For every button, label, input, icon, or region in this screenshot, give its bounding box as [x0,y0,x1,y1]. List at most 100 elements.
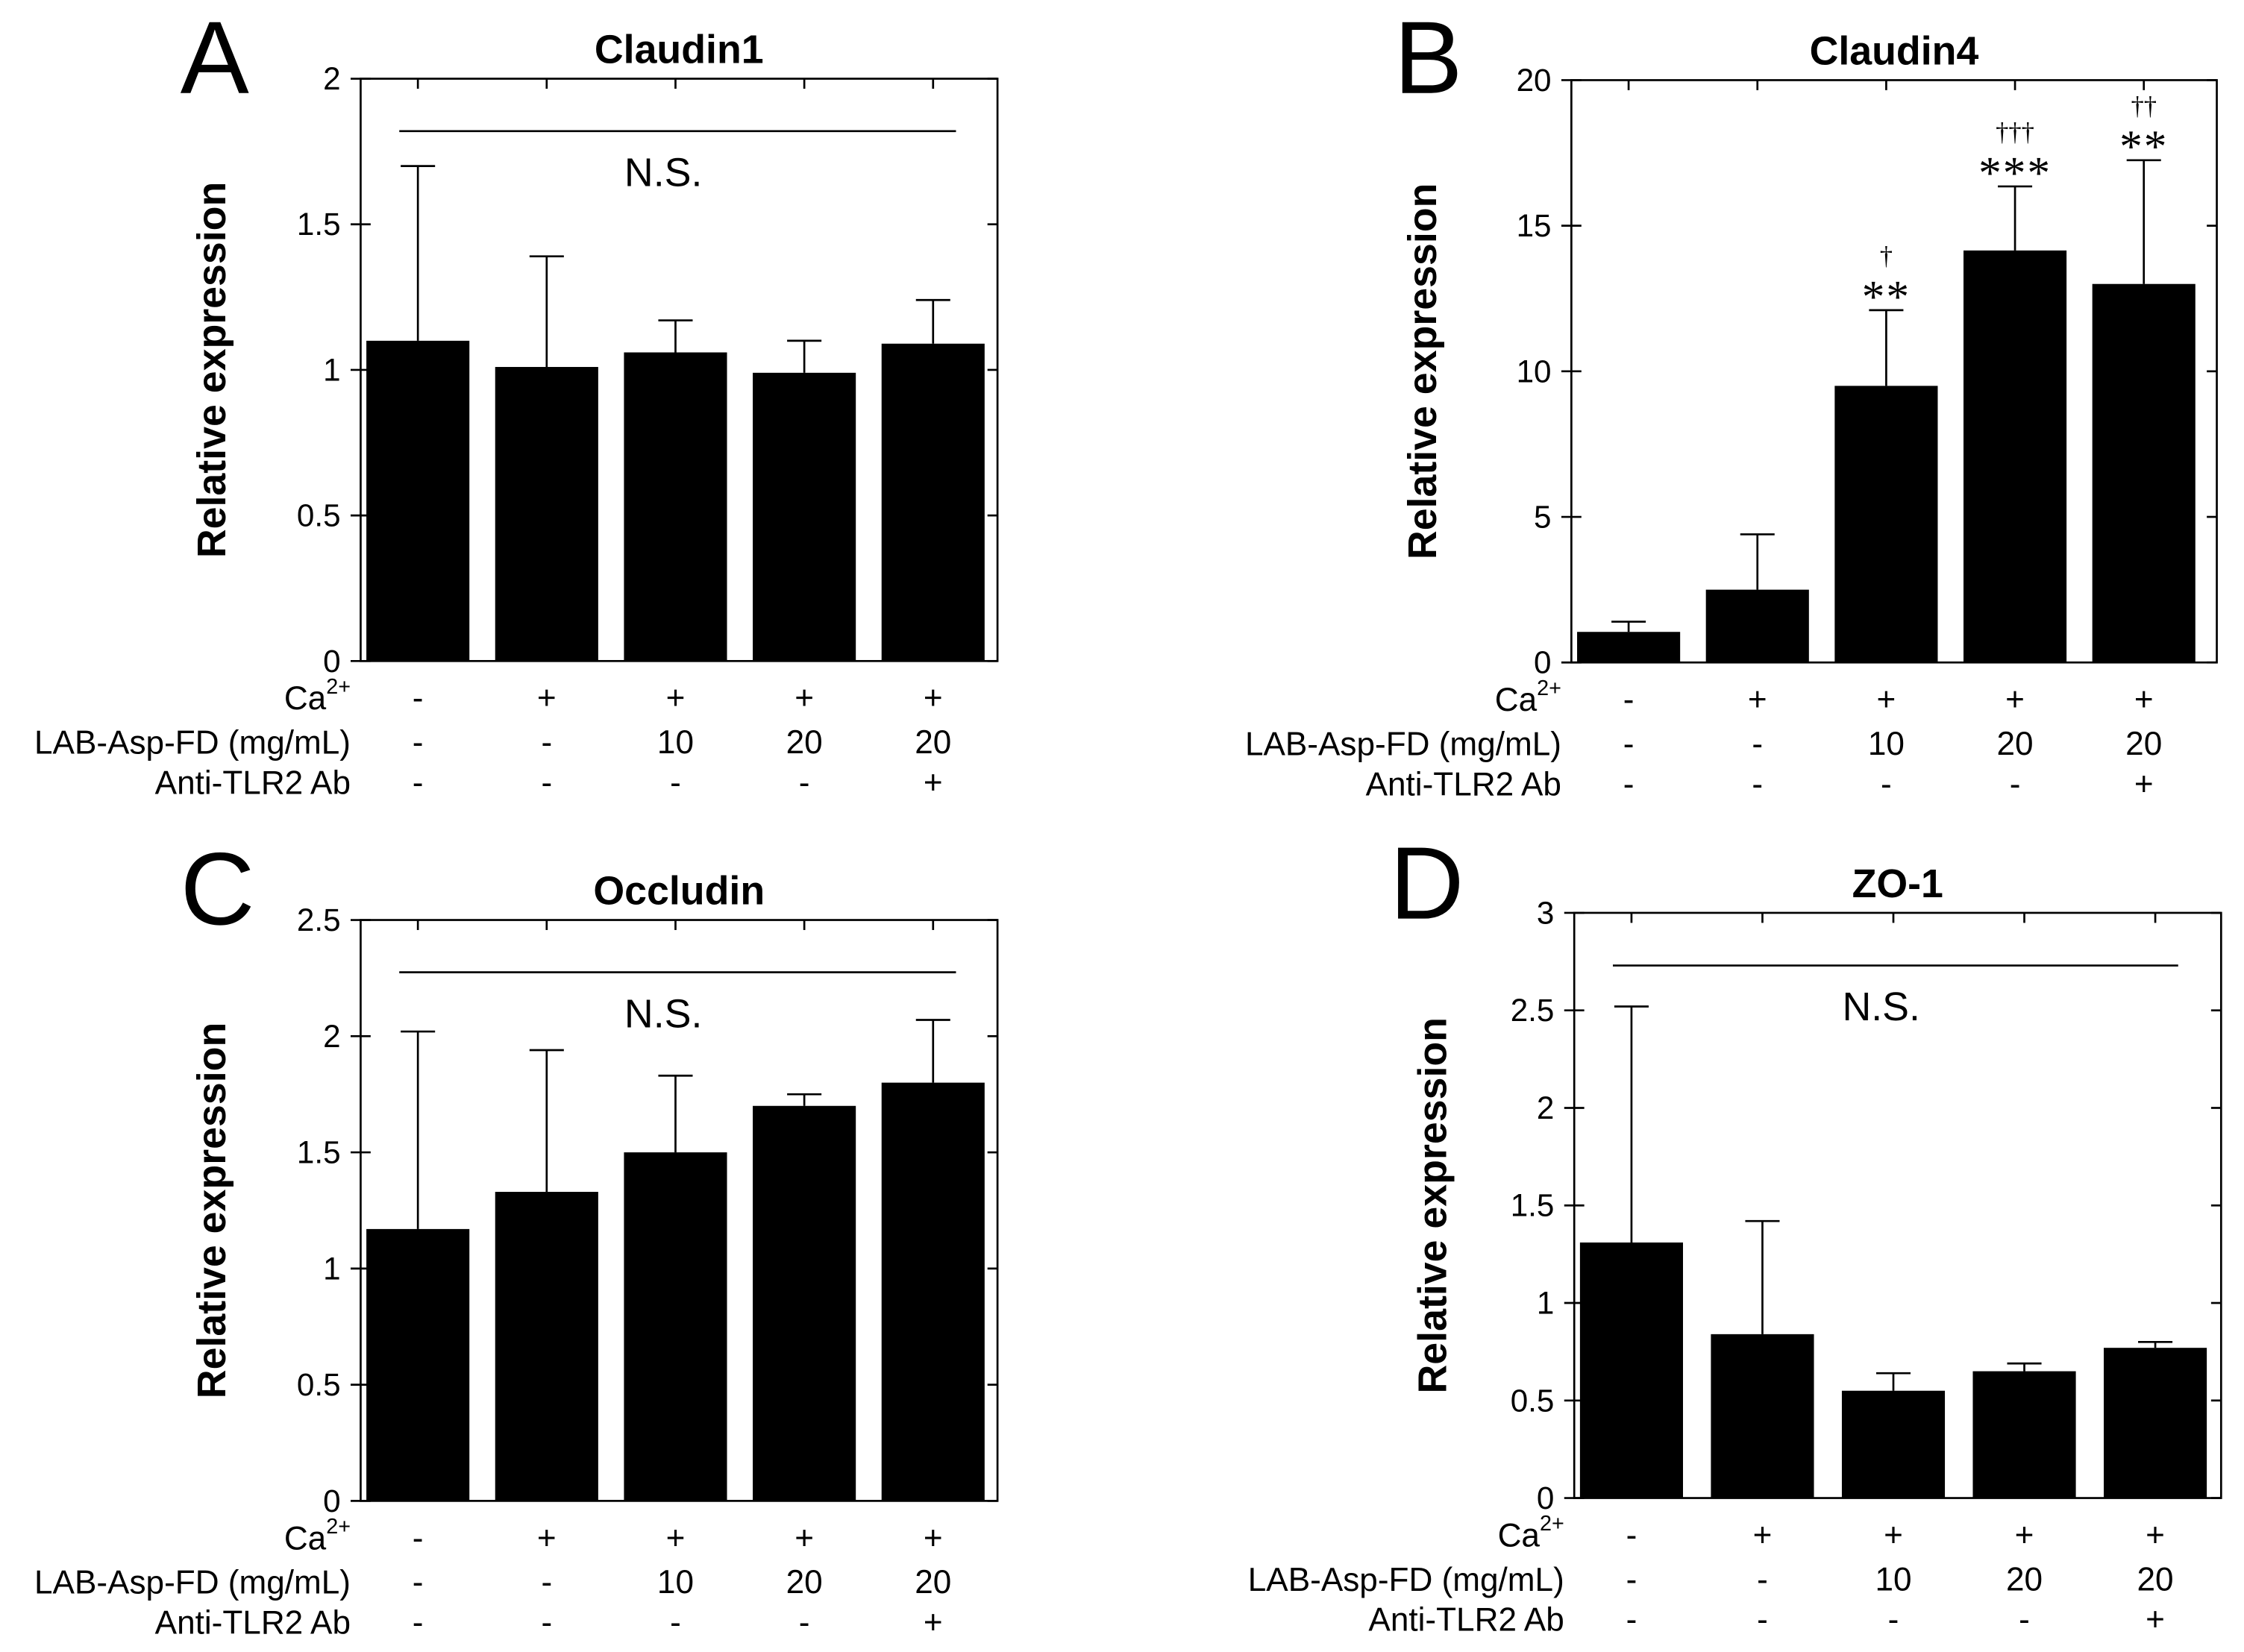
condition-value: - [1623,682,1635,718]
chart-panel-a: A Claudin1 Relative expression 0 0.5 1 1.5 2 N.S… [34,1,999,801]
bar [1577,632,1681,663]
y-tick-label: 20 [1517,63,1552,98]
y-tick-label: 0.5 [297,1367,341,1402]
y-tick-label: 0.5 [1511,1383,1555,1418]
y-tick-label: 0 [1537,1480,1554,1516]
condition-value: + [2015,1517,2034,1554]
bar [624,1152,727,1501]
condition-value: - [1888,1601,1899,1638]
condition-value: + [1877,682,1896,718]
error-bar [1611,621,1646,632]
condition-value: 10 [1875,1561,1911,1598]
y-tick-label: 2.5 [297,902,341,938]
ns-label: N.S. [1842,984,1919,1029]
bar [1579,1242,1683,1498]
condition-label: Ca2+ [1495,676,1561,718]
error-bar [915,1019,950,1083]
condition-label-text: Ca [284,1520,327,1557]
condition-value: + [666,1520,686,1557]
condition-label: Anti-TLR2 Ab [155,1604,351,1641]
condition-value: - [541,1604,552,1641]
plot-frame [360,919,999,1502]
error-bar [915,298,950,344]
y-tick-label: 5 [1534,500,1551,535]
chart-title: Claudin4 [1810,28,1979,73]
y-tick-label: 1.5 [297,1135,341,1170]
bar [881,343,985,662]
condition-value: - [1757,1561,1768,1598]
y-axis-label: Relative expression [1400,183,1445,559]
condition-label-superscript: 2+ [1537,676,1561,700]
y-axis-label: Relative expression [189,1023,234,1398]
condition-value: + [795,680,814,717]
condition-label-text: Ca [1495,682,1538,718]
y-tick-label: 15 [1517,208,1552,243]
condition-value: 20 [2137,1561,2174,1598]
condition-value: + [2005,682,2025,718]
bar [366,1228,470,1501]
condition-value: - [2010,766,2021,803]
condition-value: - [413,1520,424,1557]
error-bar [1998,185,2033,251]
panel-letter: C [181,832,255,946]
bar [2104,1348,2207,1498]
condition-value: + [537,1520,557,1557]
condition-value: 10 [657,724,694,761]
error-bar [529,255,564,368]
bar [1963,250,2067,663]
condition-value: - [413,680,424,717]
bar [1705,589,1809,663]
condition-value: + [1748,682,1767,718]
condition-label-superscript: 2+ [326,675,351,699]
condition-label: LAB-Asp-FD (mg/mL) [1248,1561,1564,1598]
ns-label: N.S. [624,150,702,195]
condition-label-text: LAB-Asp-FD (mg/mL) [1248,1561,1564,1598]
y-tick-label: 1 [1537,1286,1554,1321]
condition-label: LAB-Asp-FD (mg/mL) [34,1564,351,1601]
condition-value: 20 [2006,1561,2043,1598]
panel-letter: D [1390,826,1464,941]
bar [366,340,470,662]
condition-value: + [2146,1517,2165,1554]
error-bar [2138,1340,2173,1348]
y-tick-label: 0 [323,1483,340,1518]
condition-value: - [541,724,552,761]
condition-value: - [1623,766,1635,803]
bar [753,372,856,662]
bar [1711,1334,1814,1498]
condition-value: - [541,1564,552,1601]
error-bar [787,1093,822,1106]
bar [624,352,727,662]
condition-label-text: Anti-TLR2 Ab [1366,766,1561,803]
condition-label-text: Ca [1498,1517,1541,1554]
condition-value: 10 [1868,726,1905,762]
y-tick-label: 0.5 [297,498,341,533]
condition-label-superscript: 2+ [326,1515,351,1539]
error-bar [1740,533,1775,590]
significance-stars: ** [2119,122,2168,172]
condition-value: - [799,1604,810,1641]
condition-value: + [2146,1601,2165,1638]
chart-panel-c: C Occludin Relative expression 0 0.5 1 1.5 2 2.5… [34,832,999,1641]
condition-value: - [541,764,552,801]
y-axis-label: Relative expression [1410,1017,1455,1393]
error-bar [1869,309,1904,386]
ns-label: N.S. [624,991,702,1036]
error-bar [787,339,822,373]
condition-value: - [1626,1517,1637,1554]
condition-value: - [413,724,424,761]
error-bar [2007,1362,2042,1372]
condition-value: 20 [915,1564,951,1601]
condition-value: 20 [1997,726,2034,762]
y-tick-label: 1.5 [297,207,341,242]
y-tick-label: 1.5 [1511,1188,1555,1223]
condition-value: 20 [786,724,823,761]
condition-value: 20 [786,1564,823,1601]
condition-label: Anti-TLR2 Ab [1366,766,1561,803]
condition-value: - [1626,1561,1637,1598]
condition-value: - [2019,1601,2030,1638]
bar [495,367,598,662]
bar [753,1105,856,1501]
significance-daggers: †† [2131,92,2157,120]
condition-value: + [2134,682,2154,718]
